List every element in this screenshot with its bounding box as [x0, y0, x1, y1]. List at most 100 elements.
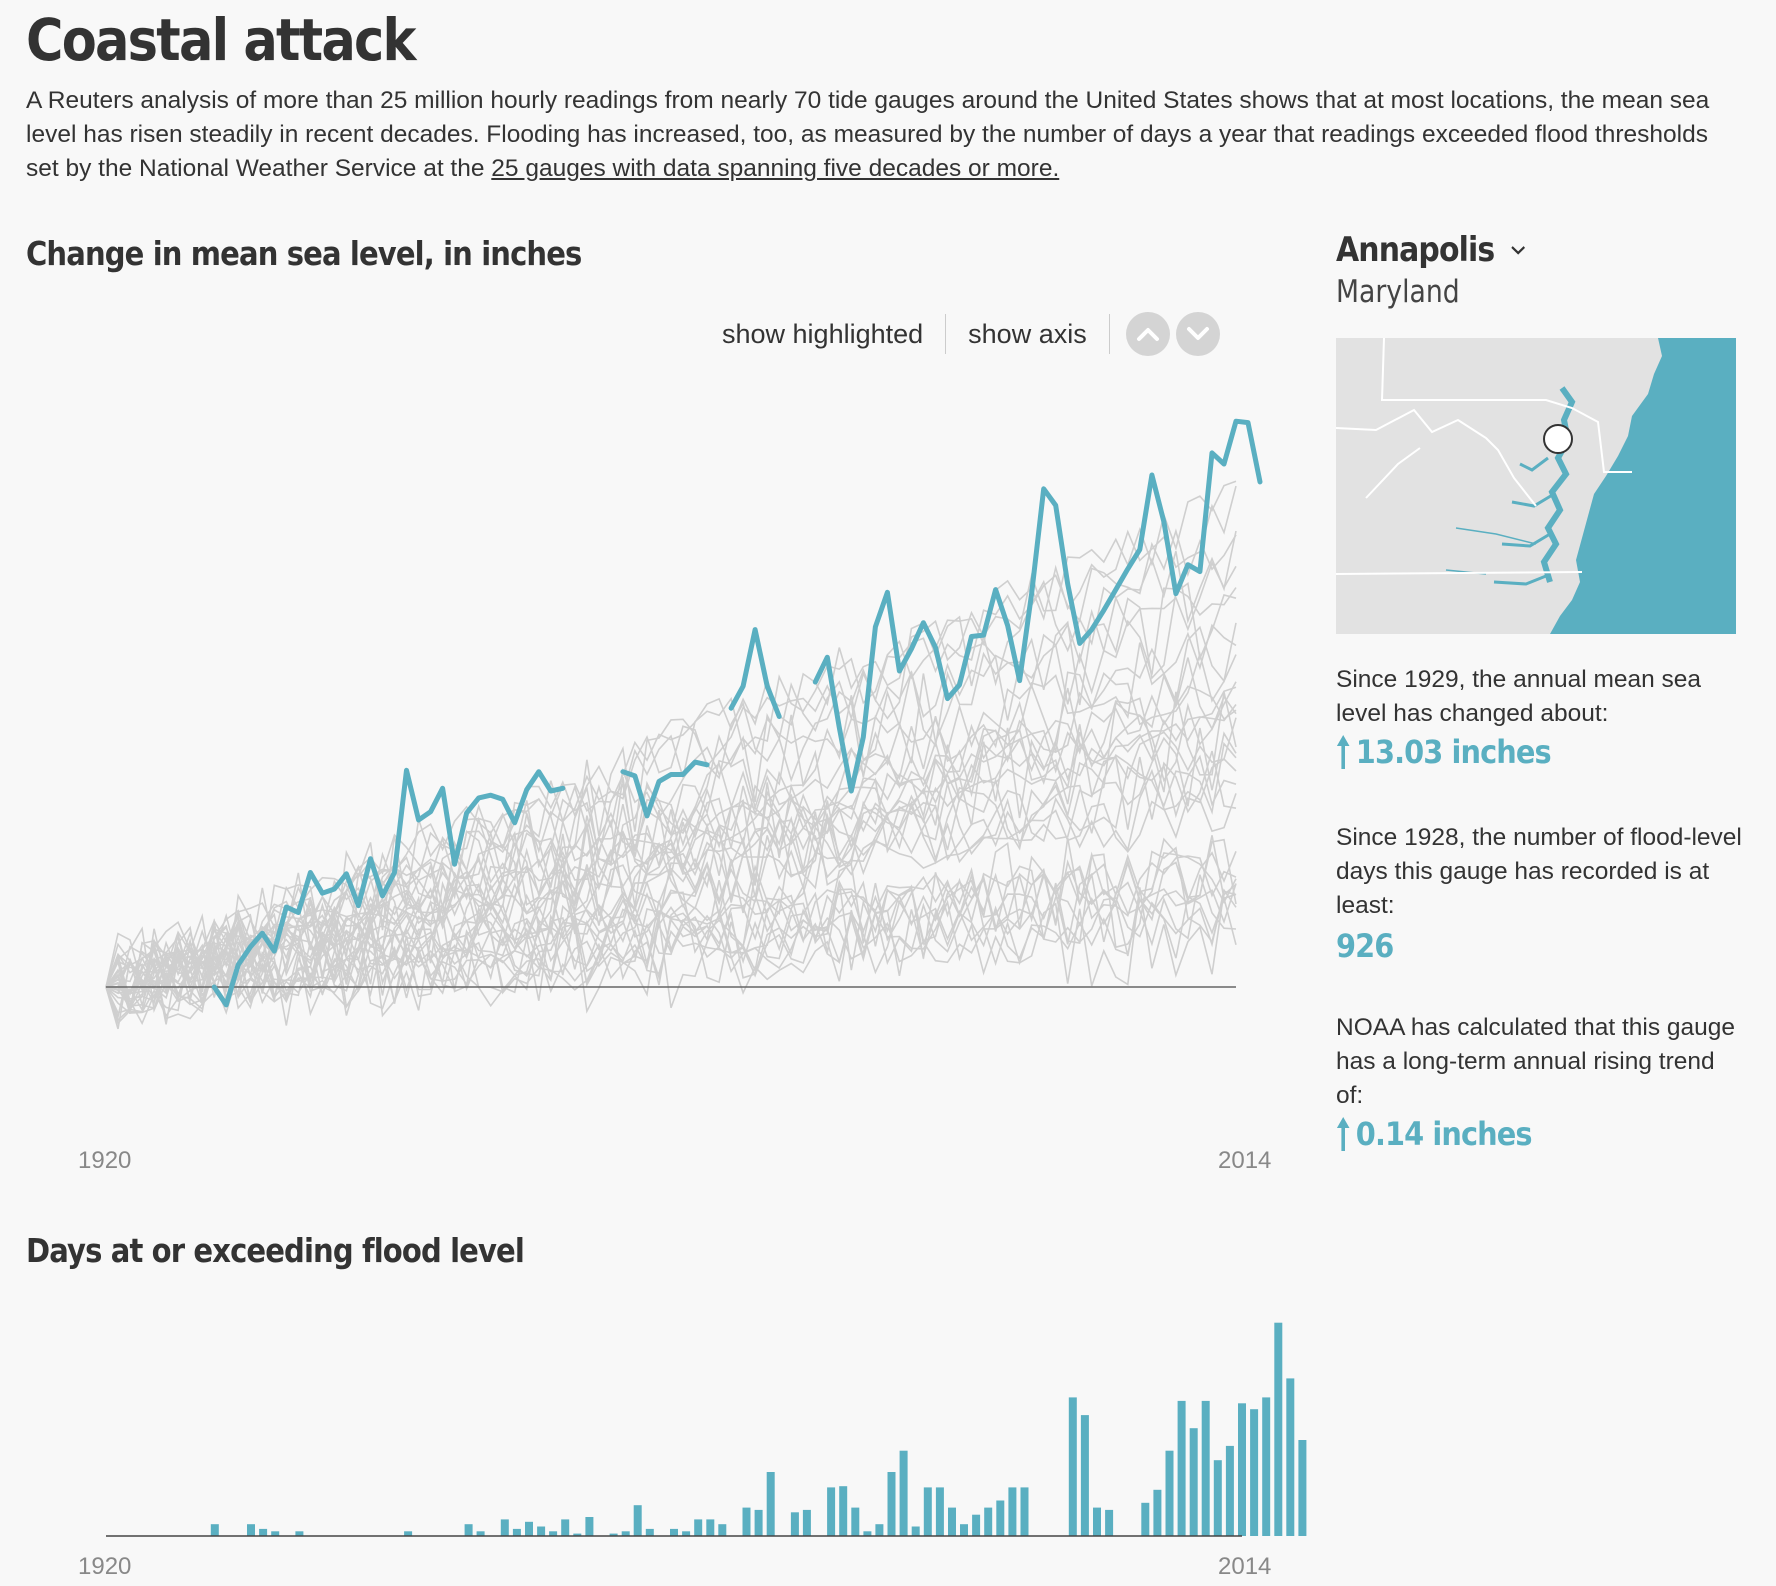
gauge-line — [105, 727, 1237, 1011]
flood-day-bar — [525, 1521, 533, 1536]
annapolis-line-segment[interactable] — [211, 767, 566, 1008]
annapolis-line-segment[interactable] — [812, 418, 1263, 794]
flood-day-bar — [549, 1531, 558, 1536]
annapolis-sea-level-line[interactable] — [211, 418, 1263, 1008]
flood-day-bar — [1068, 1397, 1077, 1536]
gauge-line — [105, 530, 1237, 1026]
flood-day-bar — [1250, 1409, 1259, 1536]
gauge-line — [105, 651, 1237, 1014]
flood-day-bar — [573, 1533, 582, 1536]
up-arrow-icon — [1336, 1117, 1350, 1151]
sea-x-start-label: 1920 — [78, 1147, 132, 1174]
station-selector[interactable]: Annapolis — [1336, 230, 1697, 270]
flood-day-bar — [911, 1526, 920, 1536]
controls-divider — [1108, 314, 1110, 354]
other-gauges-lines — [105, 480, 1237, 1030]
flood-day-bar — [1213, 1460, 1222, 1536]
flood-day-bar — [742, 1507, 751, 1536]
previous-station-button[interactable] — [1125, 312, 1170, 356]
flood-day-bar — [935, 1487, 944, 1536]
flood-day-bar — [271, 1531, 280, 1536]
flood-day-bar — [1153, 1489, 1162, 1536]
flood-day-bar — [1298, 1440, 1307, 1536]
flood-day-bar — [1165, 1450, 1174, 1536]
flood-day-bar — [1189, 1428, 1198, 1536]
controls-divider — [945, 314, 947, 354]
flood-day-bar — [863, 1531, 872, 1536]
flood-day-bar — [827, 1487, 836, 1536]
flood-day-bar — [537, 1526, 546, 1536]
trend-text: NOAA has calculated that this gauge has … — [1336, 1014, 1736, 1109]
next-station-button[interactable] — [1175, 312, 1220, 356]
gauge-line — [105, 888, 1237, 1011]
station-state: Maryland — [1336, 274, 1460, 310]
flood-day-bar — [1238, 1403, 1246, 1536]
flood-day-bar — [948, 1507, 956, 1536]
flood-day-bar — [790, 1512, 799, 1536]
flood-day-bar — [682, 1531, 691, 1536]
flood-day-bar — [706, 1519, 715, 1536]
mean-change-value: 13.03 inches — [1336, 733, 1552, 771]
chevron-up-icon — [1136, 328, 1159, 341]
flood-day-bar — [802, 1509, 811, 1536]
flood-day-bar — [464, 1524, 473, 1536]
station-location-marker — [1543, 424, 1573, 454]
flood-days-bars — [210, 1322, 1307, 1536]
flood-day-bar — [851, 1507, 860, 1536]
intro-body: A Reuters analysis of more than 25 milli… — [26, 87, 1710, 182]
flood-day-bar — [645, 1528, 654, 1536]
flood-day-bar — [1262, 1397, 1271, 1536]
flood-day-bar — [839, 1486, 848, 1536]
trend-number: 0.14 inches — [1355, 1115, 1533, 1153]
show-highlighted-button[interactable]: show highlighted — [722, 318, 924, 349]
station-name: Annapolis — [1336, 230, 1495, 270]
chart-controls: show highlighted show axis — [700, 312, 1220, 356]
flood-day-bar — [887, 1472, 896, 1536]
flood-day-bar — [1008, 1487, 1017, 1536]
flood-day-bar — [1225, 1445, 1234, 1536]
trend-value: 0.14 inches — [1336, 1115, 1533, 1153]
gauge-line — [105, 717, 1237, 995]
flood-day-bar — [766, 1472, 775, 1536]
flood-day-bar — [1080, 1415, 1089, 1536]
flood-day-bar — [972, 1514, 981, 1536]
flood-day-bar — [875, 1524, 884, 1536]
flood-day-bar — [404, 1531, 413, 1536]
flood-day-bar — [621, 1531, 630, 1536]
flood-days-value: 926 — [1336, 927, 1394, 965]
flood-day-bar — [259, 1528, 268, 1536]
flood-day-bar — [754, 1509, 763, 1536]
gauges-link[interactable]: 25 gauges with data spanning five decade… — [491, 155, 1060, 182]
gauge-line — [105, 835, 1237, 1020]
flood-day-bar — [984, 1507, 993, 1536]
flood-day-bar — [1177, 1400, 1186, 1536]
station-panel: Annapolis Maryland — [1336, 230, 1746, 310]
flood-day-bar — [996, 1500, 1005, 1536]
sea-x-end-label: 2014 — [1218, 1147, 1272, 1174]
flood-day-bar — [247, 1524, 255, 1536]
flood-x-end-label: 2014 — [1218, 1553, 1272, 1580]
flood-day-bar — [670, 1528, 678, 1536]
gauge-line — [105, 852, 1237, 1012]
flood-day-bar — [1141, 1502, 1150, 1536]
page-title: Coastal attack — [26, 6, 416, 74]
flood-x-start-label: 1920 — [78, 1553, 132, 1580]
gauge-line — [105, 870, 1237, 1022]
flood-day-bar — [561, 1519, 570, 1536]
flood-day-bar — [1274, 1322, 1283, 1536]
flood-day-bar — [609, 1533, 618, 1536]
flood-day-bar — [1093, 1507, 1101, 1536]
gauge-line — [105, 850, 1237, 1003]
gauge-line — [105, 480, 1237, 993]
show-axis-button[interactable]: show axis — [968, 318, 1087, 349]
gauge-line — [105, 622, 1237, 1013]
sea-chart-title: Change in mean sea level, in inches — [26, 234, 582, 273]
gauge-line — [105, 528, 1237, 996]
intro-text: A Reuters analysis of more than 25 milli… — [26, 84, 1736, 186]
mean-change-number: 13.03 inches — [1355, 733, 1552, 771]
annapolis-line-segment[interactable] — [728, 627, 782, 719]
flood-day-bar — [476, 1531, 485, 1536]
flood-day-bar — [1286, 1378, 1295, 1536]
annapolis-line-segment[interactable] — [620, 759, 710, 819]
